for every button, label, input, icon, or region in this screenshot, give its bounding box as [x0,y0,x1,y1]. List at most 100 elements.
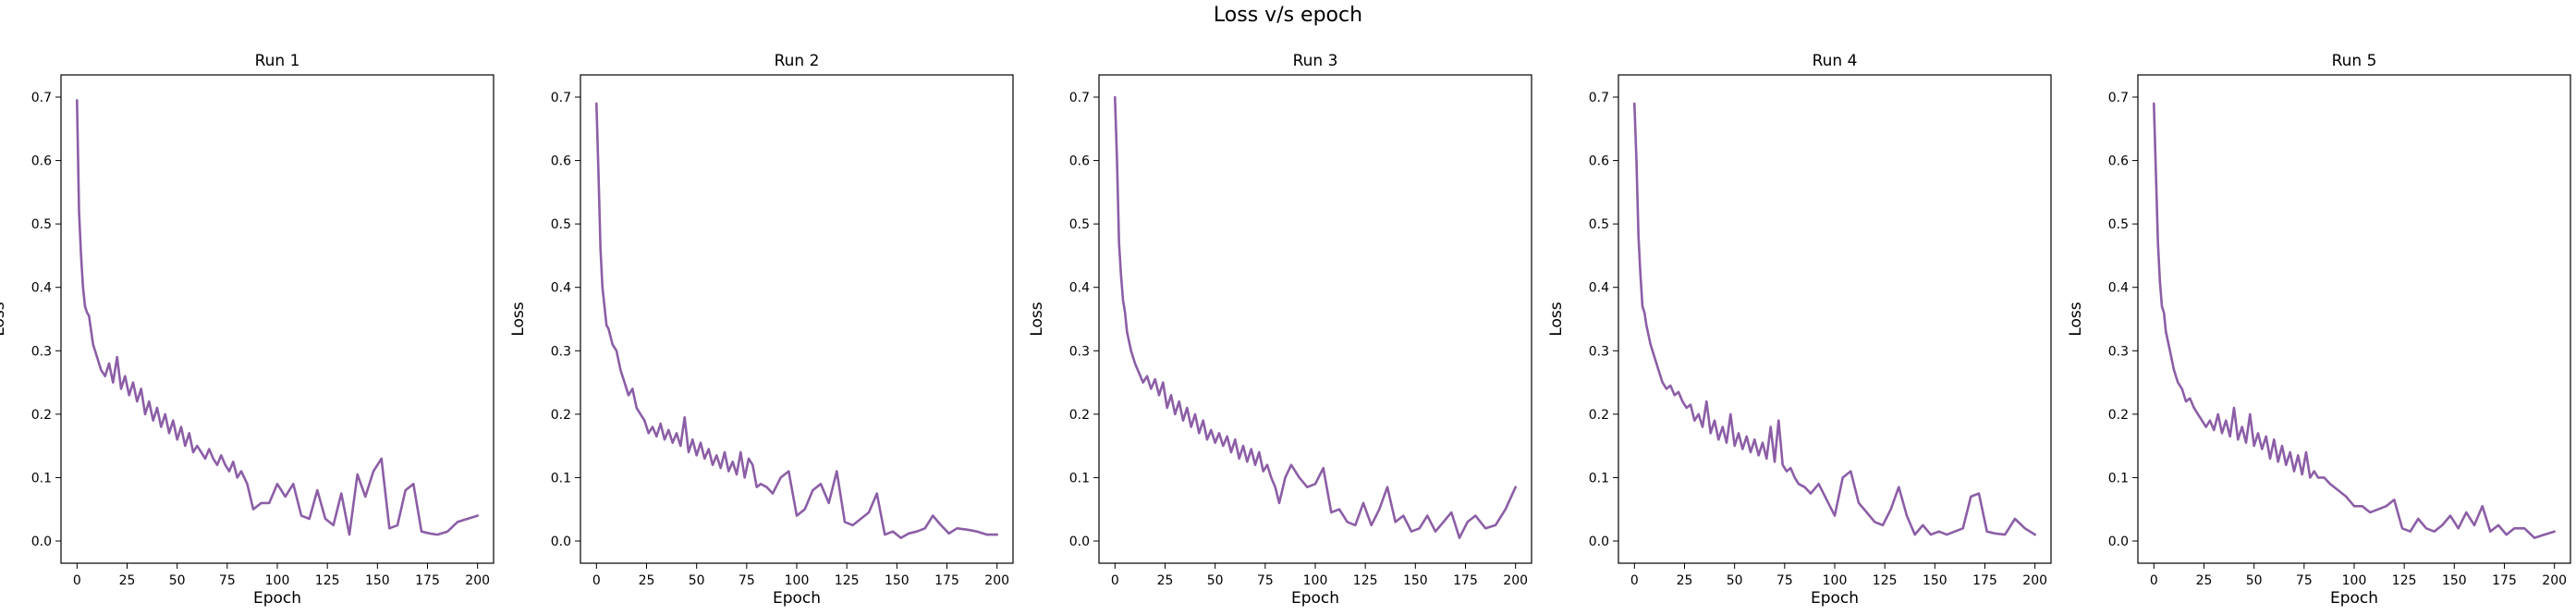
y-tick-label: 0.2 [1069,408,1090,423]
x-tick-label: 50 [689,573,705,588]
y-tick-label: 0.7 [1589,91,1609,105]
y-tick-label: 0.5 [1589,217,1609,232]
x-tick-label: 100 [1823,573,1848,588]
x-tick-label: 150 [885,573,910,588]
x-tick-label: 50 [169,573,186,588]
plot-frame [580,74,1014,564]
y-tick-label: 0.5 [2108,217,2129,232]
y-tick-label: 0.2 [1589,408,1609,423]
y-tick-label: 0.1 [1589,471,1609,486]
x-tick-label: 200 [465,573,490,588]
x-tick-label: 25 [1677,573,1693,588]
y-tick-label: 0.6 [551,154,571,169]
y-tick-label: 0.7 [551,91,571,105]
subplot-title: Run 5 [2332,52,2377,70]
x-tick-label: 25 [639,573,655,588]
loss-series-line [76,99,480,536]
subplot-title: Run 4 [1813,52,1858,70]
loss-series-line [1633,102,2036,536]
plot-frame [1618,74,2052,564]
y-tick-label: 0.4 [2108,281,2129,296]
y-tick-label: 0.2 [551,408,571,423]
y-tick-label: 0.3 [551,344,571,359]
y-axis-label: Loss [0,301,8,336]
plot-frame [1098,74,1532,564]
x-tick-label: 75 [739,573,755,588]
y-tick-label: 0.2 [31,408,52,423]
x-tick-label: 75 [2296,573,2313,588]
x-tick-label: 50 [1727,573,1743,588]
x-tick-label: 125 [315,573,340,588]
x-tick-label: 100 [265,573,290,588]
y-tick-label: 0.2 [2108,408,2129,423]
x-axis-label: Epoch [253,589,301,608]
y-axis-label: Loss [2067,301,2085,336]
y-tick-label: 0.6 [1589,154,1609,169]
x-tick-label: 75 [219,573,236,588]
y-tick-label: 0.5 [551,217,571,232]
x-tick-label: 50 [1207,573,1224,588]
subplot-run-4: Run 4 0 25 50 75 100 125 150 175 200 0.0 0.1 0.2 0.3 0… [1547,52,2052,608]
x-tick-label: 100 [1303,573,1328,588]
y-tick-label: 0.1 [31,471,52,486]
x-tick-label: 100 [785,573,810,588]
figure-title: Loss v/s epoch [1213,4,1363,27]
x-tick-label: 50 [2246,573,2263,588]
x-tick-label: 0 [2150,573,2158,588]
y-tick-label: 0.1 [1069,471,1090,486]
y-tick-label: 0.0 [2108,535,2129,549]
y-tick-label: 0.6 [31,154,52,169]
x-tick-label: 175 [415,573,440,588]
y-tick-label: 0.0 [1589,535,1609,549]
x-tick-label: 175 [1972,573,1997,588]
x-tick-label: 200 [984,573,1009,588]
x-tick-label: 175 [1453,573,1478,588]
y-tick-label: 0.1 [2108,471,2129,486]
x-axis-label: Epoch [2330,589,2378,608]
y-tick-label: 0.4 [1069,281,1090,296]
x-tick-label: 0 [1630,573,1639,588]
y-axis-label: Loss [1028,301,1046,336]
y-tick-label: 0.4 [1589,281,1609,296]
x-tick-label: 125 [1353,573,1378,588]
y-axis-label: Loss [1547,301,1566,336]
y-tick-label: 0.5 [1069,217,1090,232]
x-tick-label: 150 [365,573,390,588]
loss-series-line [1114,95,1517,539]
y-tick-label: 0.7 [1069,91,1090,105]
y-tick-label: 0.0 [1069,535,1090,549]
y-tick-label: 0.6 [1069,154,1090,169]
y-tick-label: 0.1 [551,471,571,486]
subplot-title: Run 3 [1293,52,1338,70]
x-tick-label: 150 [1403,573,1428,588]
x-tick-label: 175 [2492,573,2517,588]
x-tick-label: 0 [592,573,601,588]
x-tick-label: 125 [2392,573,2417,588]
subplot-title: Run 2 [775,52,820,70]
x-axis-label: Epoch [1811,589,1859,608]
subplot-title: Run 1 [255,52,300,70]
y-tick-label: 0.4 [551,281,571,296]
loss-series-line [2153,102,2556,539]
x-tick-label: 0 [73,573,81,588]
plot-frame [60,74,494,564]
x-tick-label: 200 [2022,573,2047,588]
x-tick-label: 25 [119,573,136,588]
x-tick-label: 200 [2542,573,2567,588]
x-tick-label: 100 [2342,573,2367,588]
plot-frame [2137,74,2571,564]
y-tick-label: 0.7 [2108,91,2129,105]
y-tick-label: 0.3 [1069,344,1090,359]
y-tick-label: 0.0 [31,535,52,549]
subplot-run-2: Run 2 0 25 50 75 100 125 150 175 200 0.0 0.1 0.2 0.3 0… [509,52,1014,608]
x-axis-label: Epoch [1291,589,1339,608]
y-tick-label: 0.4 [31,281,52,296]
x-tick-label: 0 [1111,573,1119,588]
y-tick-label: 0.6 [2108,154,2129,169]
x-tick-label: 150 [1923,573,1947,588]
x-tick-label: 25 [1157,573,1174,588]
subplot-run-5: Run 5 0 25 50 75 100 125 150 175 200 0.0 0.1 0.2 0.3 0… [2067,52,2571,608]
y-tick-label: 0.7 [31,91,52,105]
